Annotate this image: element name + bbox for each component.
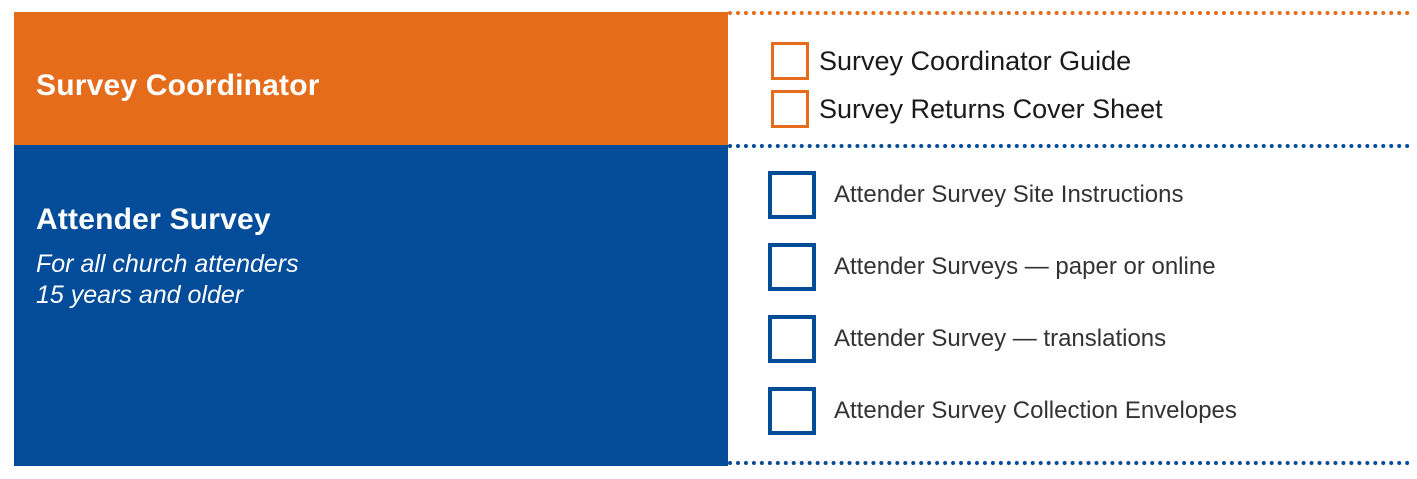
checklist-item-label: Attender Survey — translations <box>834 325 1167 352</box>
survey-coordinator-panel: Survey Coordinator <box>14 12 728 145</box>
attender-survey-panel: Attender Survey For all church attenders… <box>14 145 728 466</box>
checklist-item-label: Survey Returns Cover Sheet <box>819 93 1163 124</box>
survey-coordinator-title: Survey Coordinator <box>36 69 320 102</box>
checkbox[interactable] <box>768 171 816 219</box>
checkbox[interactable] <box>768 315 816 363</box>
checklist-item-collection-envelopes[interactable]: Attender Survey Collection Envelopes <box>768 387 1237 435</box>
checklist-item-label: Attender Survey Site Instructions <box>834 181 1184 208</box>
checklist-item-label: Survey Coordinator Guide <box>819 45 1132 76</box>
checkbox[interactable] <box>771 42 809 80</box>
top-dotted-divider <box>728 11 1410 15</box>
attender-survey-title: Attender Survey <box>36 203 271 236</box>
attender-survey-subtitle: For all church attenders 15 years and ol… <box>36 249 636 311</box>
checklist-item-coordinator-guide[interactable]: Survey Coordinator Guide <box>771 42 1131 80</box>
checklist-item-paper-or-online[interactable]: Attender Surveys — paper or online <box>768 243 1216 291</box>
checklist-item-site-instructions[interactable]: Attender Survey Site Instructions <box>768 171 1184 219</box>
subtitle-line: For all church attenders <box>36 250 299 278</box>
subtitle-line: 15 years and older <box>36 281 244 309</box>
checklist-item-label: Attender Survey Collection Envelopes <box>834 397 1237 424</box>
checklist-item-returns-cover-sheet[interactable]: Survey Returns Cover Sheet <box>771 90 1163 128</box>
checkbox[interactable] <box>768 243 816 291</box>
checklist-item-label: Attender Surveys — paper or online <box>834 253 1216 280</box>
checkbox[interactable] <box>768 387 816 435</box>
bottom-dotted-divider <box>728 461 1410 465</box>
checklist-item-translations[interactable]: Attender Survey — translations <box>768 315 1166 363</box>
middle-dotted-divider <box>728 144 1410 148</box>
checkbox[interactable] <box>771 90 809 128</box>
